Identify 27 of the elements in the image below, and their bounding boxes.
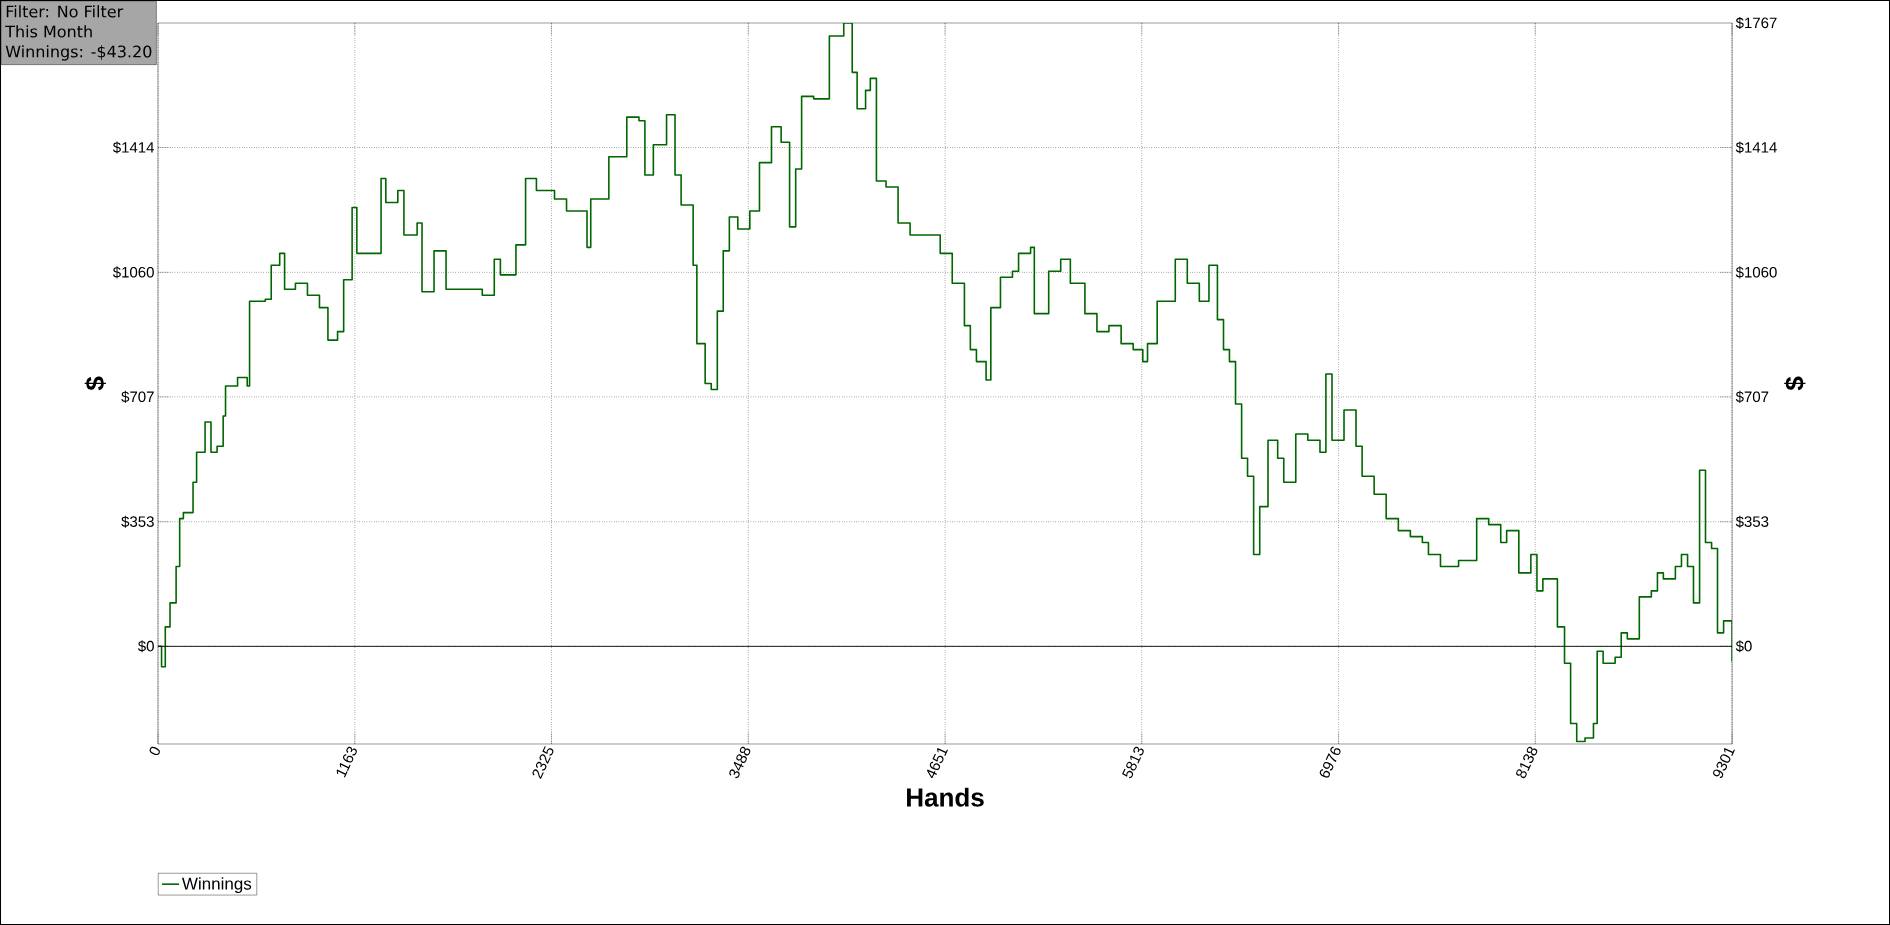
y-tick-label: $707 (121, 390, 154, 403)
y-tick-label: $353 (121, 515, 154, 528)
text: Winnings: -$43.20 (5, 45, 152, 61)
x-tick-label: 0 (149, 746, 160, 756)
y2-tick-label: $1414 (1735, 141, 1777, 154)
y-tick-label: $1414 (112, 141, 155, 154)
y2-tick-label: $707 (1735, 390, 1769, 403)
y2-tick-label: $1767 (1735, 16, 1777, 30)
x-tick-label: 5813 (1122, 746, 1144, 779)
y-tick-label: $0 (137, 640, 154, 653)
x-tick-label: 8138 (1516, 746, 1538, 779)
x-tick-label: 4651 (927, 747, 948, 779)
y2-tick-label: $0 (1735, 640, 1752, 653)
x-axis-title: Hands (907, 787, 984, 807)
x-tick-label: 1163 (336, 746, 357, 778)
y-tick-label: $1060 (112, 266, 154, 279)
x-tick-label: 6976 (1319, 746, 1341, 778)
y2-tick-label: $353 (1735, 515, 1769, 528)
text: This Month (5, 25, 92, 38)
x-tick-label: 3488 (729, 746, 751, 779)
y2-axis-title: $ (1784, 376, 1806, 391)
x-tick-label: 9301 (1713, 747, 1735, 778)
y2-tick-label: $1060 (1735, 266, 1777, 279)
x-tick-label: 2325 (532, 746, 554, 779)
y-axis-title: $ (84, 376, 106, 391)
legend-label: Winnings (181, 877, 252, 894)
text: Filter: No Filter (6, 5, 124, 18)
